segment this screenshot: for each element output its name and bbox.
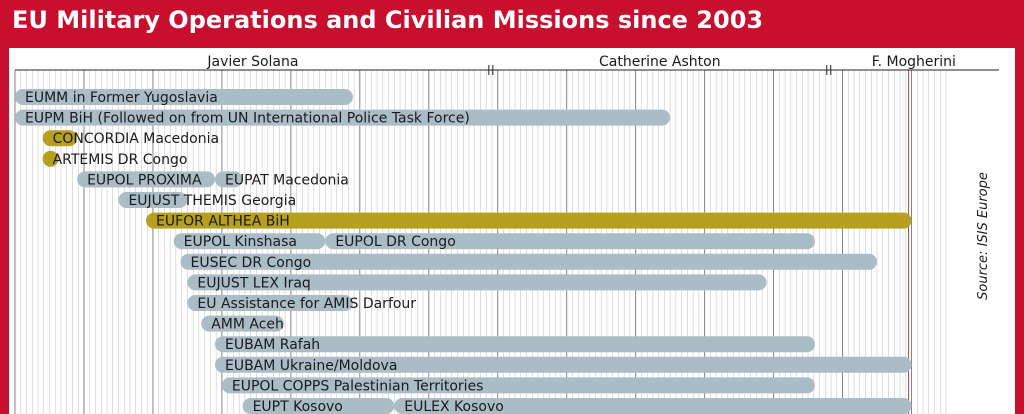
era-label: Catherine Ashton [599,54,721,70]
mission-bar [42,130,78,147]
mission-label: AMM Aceh [211,317,284,333]
mission-bar [214,356,912,373]
mission-label: ARTEMIS DR Congo [53,152,188,168]
era-label: F. Mogherini [872,54,956,70]
mission-bars: EUMM in Former Yugoslavia EUPM BiH (Follo… [15,89,912,414]
mission-label: CONCORDIA Macedonia [53,131,220,147]
timeline-panel: Javier Solana Catherine Ashton F. Mogherin… [9,48,1015,414]
chart-title: EU Military Operations and Civilian Miss… [12,6,764,34]
mission-bar [214,171,243,188]
mission-label: EU Assistance for AMIS Darfour [197,296,416,312]
mission-bar [118,192,188,208]
mission-bar [221,377,815,394]
mission-bar [42,150,59,167]
mission-label: EUPM BiH (Followed on from UN Internatio… [25,111,470,127]
timeline-chart: Javier Solana Catherine Ashton F. Mogherin… [14,54,999,414]
source-note: Source: ISIS Europe [976,172,991,300]
mission-label: EUFOR ALTHEA BiH [156,214,290,230]
mission-label: EUPOL PROXIMA [87,172,202,188]
mission-bar [394,398,912,414]
mission-bar [201,315,284,332]
mission-label: EUPOL Kinshasa [184,234,297,250]
mission-bar [15,89,353,105]
mission-label: EUBAM Ukraine/Moldova [225,358,397,374]
mission-label: EULEX Kosovo [404,399,504,414]
era-label: Javier Solana [206,54,298,70]
mission-label: EUPOL COPPS Palestinian Territories [232,378,484,394]
mission-bar [187,274,767,291]
mission-label: EUMM in Former Yugoslavia [25,90,218,106]
mission-label: EUJUST THEMIS Georgia [128,193,296,209]
mission-label: EUPT Kosovo [253,399,343,414]
mission-bar [180,253,878,270]
mission-label: EUBAM Rafah [225,337,320,353]
mission-bar [173,233,326,250]
mission-bar [214,336,815,353]
mission-bar [187,295,353,311]
mission-label: EUPAT Macedonia [225,172,349,188]
mission-bar [242,398,395,414]
mission-bar [15,109,671,126]
mission-bar [325,233,815,250]
era-axis: Javier Solana Catherine Ashton F. Mogherin… [15,54,999,75]
mission-label: EUSEC DR Congo [191,255,312,271]
mission-label: EUPOL DR Congo [335,234,455,250]
mission-bar [146,212,912,229]
mission-label: EUJUST LEX Iraq [197,275,310,291]
mission-bar [77,171,215,188]
